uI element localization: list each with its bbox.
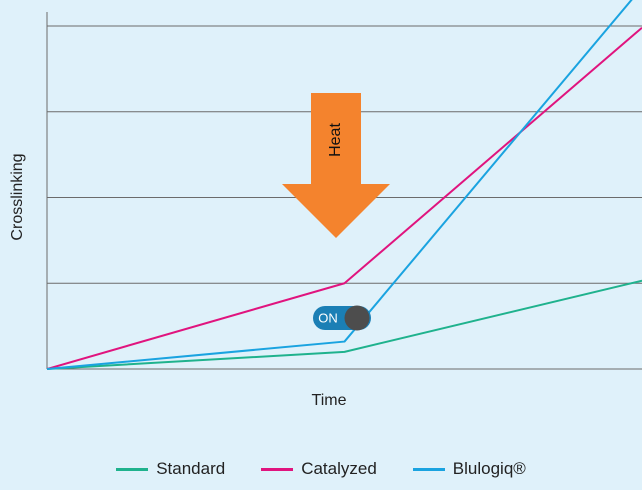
- series-line-standard: [47, 279, 642, 370]
- x-axis-label: Time: [312, 392, 347, 409]
- legend: Standard Catalyzed Blulogiq®: [0, 459, 642, 479]
- legend-item: Standard: [116, 459, 225, 479]
- legend-item: Blulogiq®: [412, 459, 526, 479]
- heat-arrow-shape: [282, 93, 390, 238]
- switch-knob: [344, 305, 370, 331]
- legend-swatch: [116, 467, 149, 471]
- on-switch: ON: [313, 305, 371, 331]
- legend-swatch: [412, 467, 445, 471]
- heat-arrow: Heat: [282, 93, 390, 238]
- series-lines: [47, 0, 642, 370]
- series-line-blulogiq: [47, 0, 633, 370]
- legend-label: Blulogiq®: [452, 459, 526, 478]
- legend-label: Standard: [156, 459, 226, 478]
- legend-label: Catalyzed: [301, 459, 377, 478]
- legend-swatch: [261, 467, 294, 471]
- heat-label: Heat: [327, 123, 344, 157]
- series-line-catalyzed: [47, 26, 642, 370]
- y-axis-label: Crosslinking: [9, 153, 26, 240]
- switch-label: ON: [318, 310, 338, 325]
- legend-item: Catalyzed: [261, 459, 377, 479]
